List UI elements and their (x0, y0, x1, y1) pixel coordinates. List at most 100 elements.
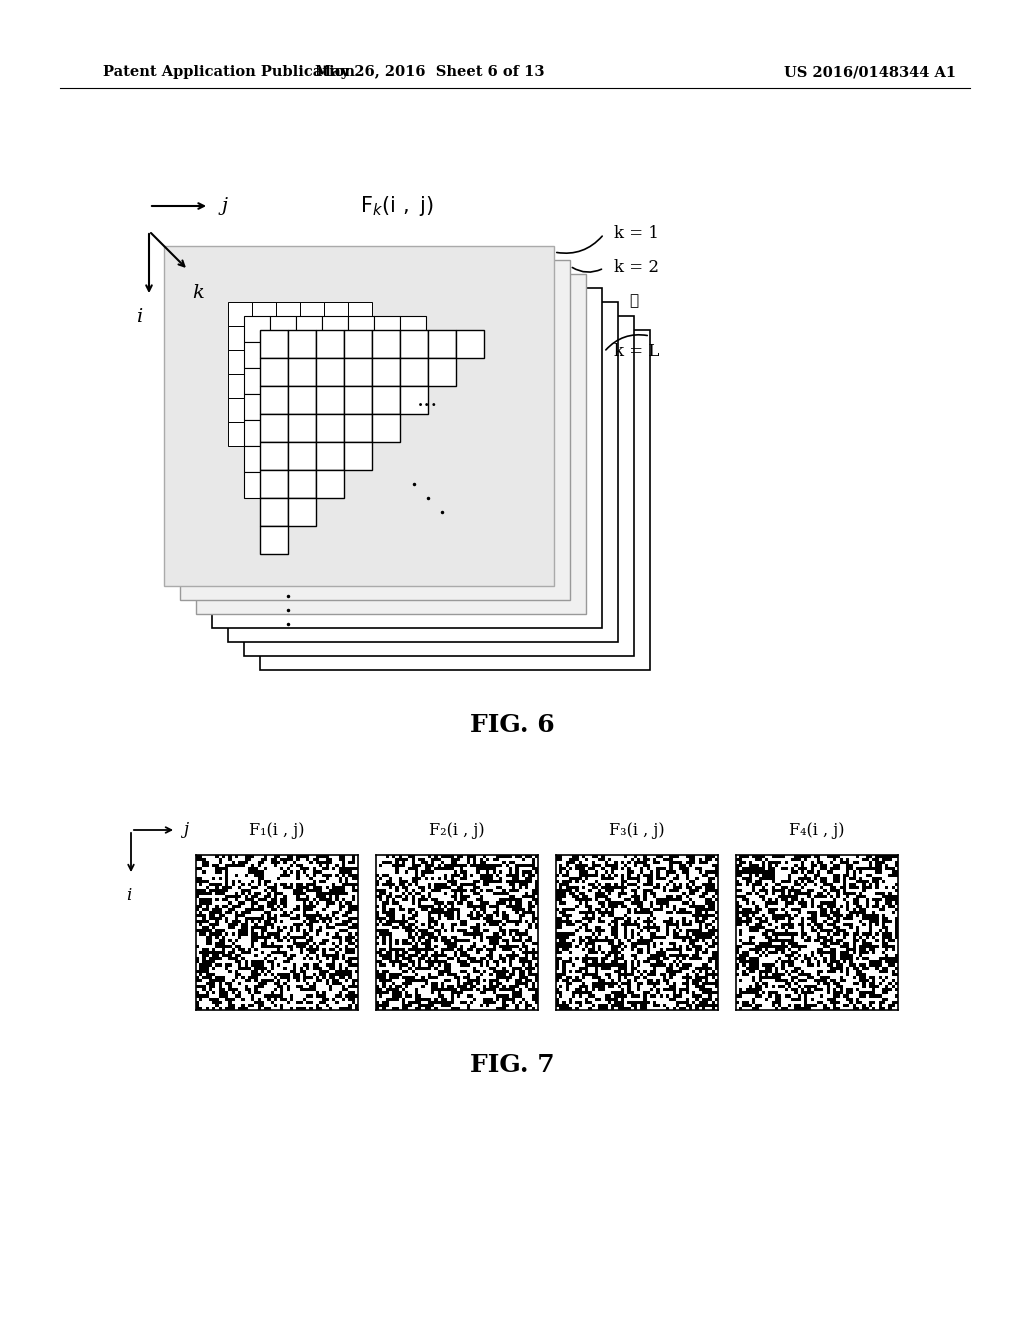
FancyBboxPatch shape (164, 246, 554, 586)
Text: $\mathsf{F}_k\mathsf{(i\ ,\ j)}$: $\mathsf{F}_k\mathsf{(i\ ,\ j)}$ (359, 194, 433, 218)
Bar (196, 322, 212, 338)
Text: j: j (183, 821, 188, 838)
Text: i: i (126, 887, 132, 904)
Bar (164, 279, 180, 294)
FancyBboxPatch shape (196, 275, 586, 614)
Bar (288, 330, 316, 358)
Bar (252, 302, 276, 326)
Bar (196, 275, 212, 290)
Text: FIG. 6: FIG. 6 (470, 713, 554, 737)
Text: j: j (222, 197, 228, 215)
Text: US 2016/0148344 A1: US 2016/0148344 A1 (784, 65, 956, 79)
Bar (212, 323, 230, 342)
Bar (322, 368, 348, 393)
Bar (322, 393, 348, 420)
Bar (252, 374, 276, 399)
Bar (322, 342, 348, 368)
Bar (244, 342, 270, 368)
Bar (400, 330, 428, 358)
Bar (296, 393, 322, 420)
Bar (316, 358, 344, 385)
Bar (270, 368, 296, 393)
Bar (266, 288, 284, 306)
Bar (428, 358, 456, 385)
Bar (180, 276, 196, 292)
Bar (372, 330, 400, 358)
Bar (228, 374, 252, 399)
Bar (270, 393, 296, 420)
Bar (270, 342, 296, 368)
Text: F₁(i , j): F₁(i , j) (249, 822, 305, 840)
Bar (228, 422, 252, 446)
Bar (344, 385, 372, 414)
Bar (260, 498, 288, 525)
Bar (400, 385, 428, 414)
Bar (196, 276, 212, 292)
Bar (348, 315, 374, 342)
Bar (180, 246, 196, 261)
Bar (288, 414, 316, 442)
Bar (270, 315, 296, 342)
Bar (260, 525, 288, 554)
Text: Patent Application Publication: Patent Application Publication (103, 65, 355, 79)
Bar (248, 288, 266, 306)
Bar (230, 288, 248, 306)
Text: May 26, 2016  Sheet 6 of 13: May 26, 2016 Sheet 6 of 13 (315, 65, 545, 79)
Bar (212, 342, 230, 360)
Text: i: i (136, 308, 142, 326)
Bar (260, 414, 288, 442)
Bar (212, 260, 228, 276)
Bar (196, 246, 212, 261)
Bar (260, 385, 288, 414)
FancyBboxPatch shape (260, 330, 650, 671)
Bar (344, 442, 372, 470)
Bar (316, 414, 344, 442)
Bar (252, 326, 276, 350)
Bar (244, 420, 270, 446)
Bar (288, 442, 316, 470)
Bar (344, 414, 372, 442)
Bar (276, 350, 300, 374)
FancyBboxPatch shape (212, 288, 602, 628)
Bar (196, 290, 212, 306)
Text: ...: ... (418, 389, 438, 411)
Bar (196, 260, 212, 276)
Bar (228, 275, 244, 290)
Bar (270, 420, 296, 446)
Bar (296, 368, 322, 393)
Text: k = 1: k = 1 (614, 226, 659, 243)
FancyBboxPatch shape (180, 260, 570, 601)
Bar (316, 385, 344, 414)
Bar (276, 302, 300, 326)
Bar (252, 399, 276, 422)
Bar (288, 470, 316, 498)
Bar (212, 290, 228, 306)
Bar (288, 498, 316, 525)
Bar (244, 446, 270, 473)
Bar (230, 306, 248, 323)
Bar (244, 315, 270, 342)
Text: F₃(i , j): F₃(i , j) (609, 822, 665, 840)
Bar (212, 275, 228, 290)
Bar (372, 414, 400, 442)
Bar (374, 315, 400, 342)
Bar (276, 374, 300, 399)
Bar (244, 368, 270, 393)
Text: ⋮: ⋮ (630, 294, 639, 308)
FancyBboxPatch shape (244, 315, 634, 656)
Bar (316, 330, 344, 358)
Bar (228, 350, 252, 374)
Bar (276, 326, 300, 350)
Bar (372, 385, 400, 414)
Bar (456, 330, 484, 358)
Bar (348, 368, 374, 393)
Bar (260, 330, 288, 358)
Bar (196, 306, 212, 322)
Bar (244, 473, 270, 498)
Text: F₂(i , j): F₂(i , j) (429, 822, 484, 840)
Bar (316, 470, 344, 498)
Bar (316, 442, 344, 470)
Bar (400, 315, 426, 342)
Bar (288, 358, 316, 385)
Text: FIG. 7: FIG. 7 (470, 1053, 554, 1077)
